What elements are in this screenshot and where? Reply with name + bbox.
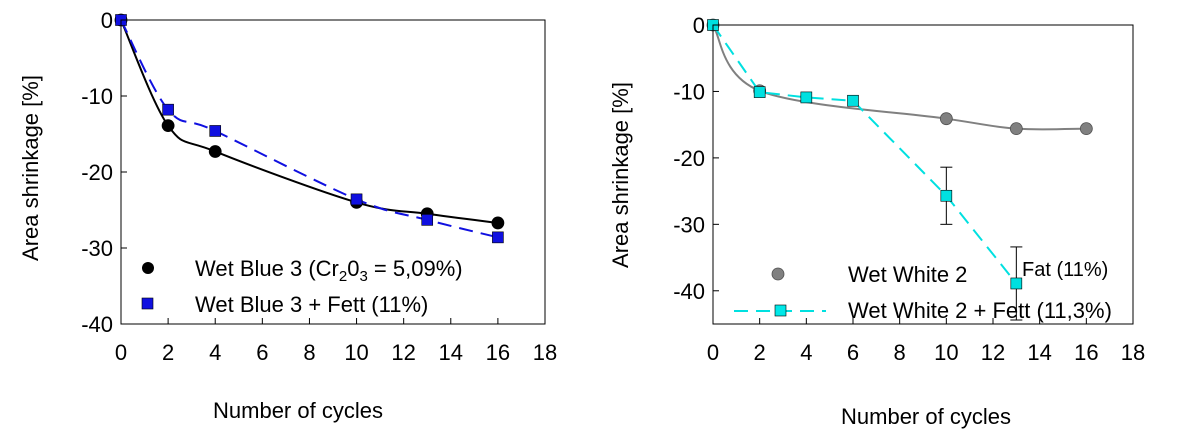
data-point	[940, 189, 953, 202]
left-legend-entry-1-mid: 0	[347, 256, 359, 281]
right-y-ticks: 0 -10 -20 -30 -40	[673, 13, 719, 304]
left-x-axis-label: Number of cycles	[213, 398, 383, 423]
y-tick-label: -30	[673, 212, 705, 237]
x-tick-label: 2	[162, 340, 174, 365]
y-tick-label: -40	[673, 279, 705, 304]
left-x-ticks: 0 2 4 6 8 10 12 14 16 18	[115, 318, 557, 365]
x-tick-label: 18	[533, 340, 557, 365]
left-series-layer	[114, 13, 505, 244]
data-point	[492, 231, 504, 244]
legend-marker-square-blue	[141, 297, 154, 310]
x-tick-label: 0	[115, 340, 127, 365]
x-tick-label: 16	[1074, 340, 1098, 365]
left-legend-entry-1: Wet Blue 3 (Cr203 = 5,09%)	[195, 256, 463, 285]
left-y-ticks: 0 -10 -20 -30 -40	[81, 8, 127, 337]
y-tick-label: -20	[673, 146, 705, 171]
right-y-axis-label: Area shrinkage [%]	[608, 82, 633, 268]
data-point	[162, 103, 174, 116]
y-tick-label: -10	[673, 79, 705, 104]
left-plot-frame	[120, 19, 546, 325]
left-legend-entry-2: Wet Blue 3 + Fett (11%)	[195, 292, 428, 317]
data-point	[350, 193, 363, 206]
fat-annotation: Fat (11%)	[1022, 259, 1108, 281]
data-point	[421, 214, 434, 226]
right-legend-entry-1: Wet White 2	[848, 262, 967, 287]
right-legend-entry-2: Wet White 2 + Fett (11,3%)	[848, 298, 1112, 323]
x-tick-label: 16	[486, 340, 510, 365]
series-line	[120, 19, 499, 239]
data-point	[1079, 122, 1093, 136]
x-tick-label: 14	[439, 340, 463, 365]
y-tick-label: 0	[101, 8, 113, 33]
data-point	[753, 86, 766, 98]
y-tick-label: -20	[81, 160, 113, 185]
x-tick-label: 12	[391, 340, 415, 365]
left-legend-entry-1-sub1: 2	[339, 268, 347, 285]
x-tick-label: 6	[847, 340, 859, 365]
series-line	[120, 19, 499, 224]
left-legend: Wet Blue 3 (Cr203 = 5,09%) Wet Blue 3 + …	[141, 256, 463, 317]
left-legend-entry-1-end: = 5,09%)	[368, 256, 463, 281]
x-tick-label: 8	[894, 340, 906, 365]
x-tick-label: 10	[344, 340, 368, 365]
x-tick-label: 4	[209, 340, 221, 365]
legend-marker-circle-black	[142, 262, 154, 274]
y-tick-label: -40	[81, 312, 113, 337]
series-line	[712, 24, 1018, 285]
legend-marker-square-cyan	[774, 304, 787, 317]
x-tick-label: 12	[981, 340, 1005, 365]
x-tick-label: 10	[934, 340, 958, 365]
left-legend-entry-1-sub2: 3	[359, 268, 367, 285]
x-tick-label: 2	[754, 340, 766, 365]
right-chart: 0 2 4 6 8 10 12 14 16 18 0 -10 -20 -30 -40 Number of …	[608, 13, 1145, 429]
y-tick-label: -30	[81, 236, 113, 261]
data-point	[209, 125, 222, 137]
data-point	[161, 119, 175, 133]
x-tick-label: 6	[256, 340, 268, 365]
right-series-layer	[706, 18, 1093, 321]
right-plot-frame	[712, 24, 1134, 325]
x-tick-label: 14	[1027, 340, 1051, 365]
y-tick-label: -10	[81, 84, 113, 109]
data-point	[847, 94, 859, 107]
left-legend-entry-1-a: Wet Blue 3 (Cr	[195, 256, 339, 281]
data-point	[208, 145, 222, 158]
right-legend: Wet White 2 Fat (11%) Wet White 2 + Fett…	[734, 259, 1112, 323]
x-tick-label: 18	[1121, 340, 1145, 365]
right-x-ticks: 0 2 4 6 8 10 12 14 16 18	[707, 318, 1145, 365]
data-point	[1009, 122, 1023, 136]
x-tick-label: 0	[707, 340, 719, 365]
left-y-axis-label: Area shrinkage [%]	[18, 75, 43, 261]
left-chart: 0 2 4 6 8 10 12 14 16 18 0-10-20-30-40 Number of …	[18, 8, 557, 423]
data-point	[939, 112, 953, 126]
data-point	[1010, 277, 1023, 290]
right-x-axis-label: Number of cycles	[841, 404, 1011, 429]
data-point	[800, 91, 813, 104]
x-tick-label: 8	[303, 340, 315, 365]
data-point	[491, 216, 505, 230]
series-line	[712, 24, 1087, 131]
y-tick-label: 0	[693, 13, 705, 38]
x-tick-label: 4	[800, 340, 812, 365]
legend-marker-circle-gray	[771, 267, 785, 281]
